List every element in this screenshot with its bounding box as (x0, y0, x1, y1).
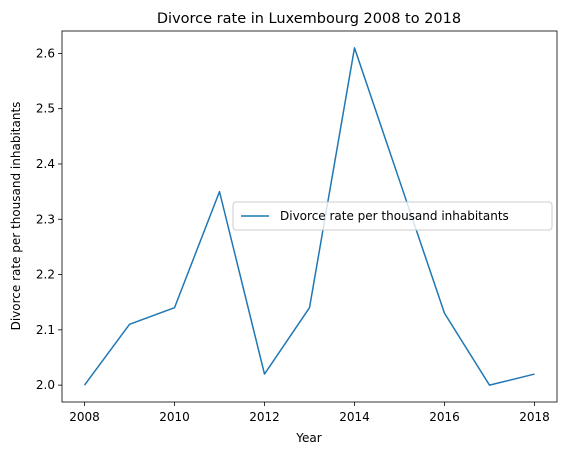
y-tick-label: 2.6 (36, 46, 55, 60)
y-tick-label: 2.4 (36, 157, 55, 171)
y-tick-label: 2.5 (36, 102, 55, 116)
x-tick-label: 2012 (249, 410, 280, 424)
y-axis-title: Divorce rate per thousand inhabitants (9, 102, 23, 331)
y-tick-label: 2.3 (36, 212, 55, 226)
y-tick-label: 2.0 (36, 378, 55, 392)
x-tick-label: 2010 (159, 410, 190, 424)
legend-entry-label: Divorce rate per thousand inhabitants (280, 209, 509, 223)
axes-frame (61, 30, 558, 403)
plot-area: 2008 2010 2012 2014 2016 2018 2.0 2.1 2.2 2.3 2.4 2… (36, 30, 558, 424)
x-tick-label: 2008 (69, 410, 100, 424)
legend: Divorce rate per thousand inhabitants (232, 201, 553, 231)
legend-box (232, 201, 553, 231)
x-tick-label: 2018 (519, 410, 550, 424)
y-tick-label: 2.1 (36, 323, 55, 337)
x-tick-label: 2016 (429, 410, 460, 424)
x-tick-label: 2014 (339, 410, 370, 424)
series-line (83, 47, 535, 386)
y-tick-label: 2.2 (36, 268, 55, 282)
x-axis-title: Year (295, 431, 321, 445)
chart-title: Divorce rate in Luxembourg 2008 to 2018 (157, 11, 461, 27)
